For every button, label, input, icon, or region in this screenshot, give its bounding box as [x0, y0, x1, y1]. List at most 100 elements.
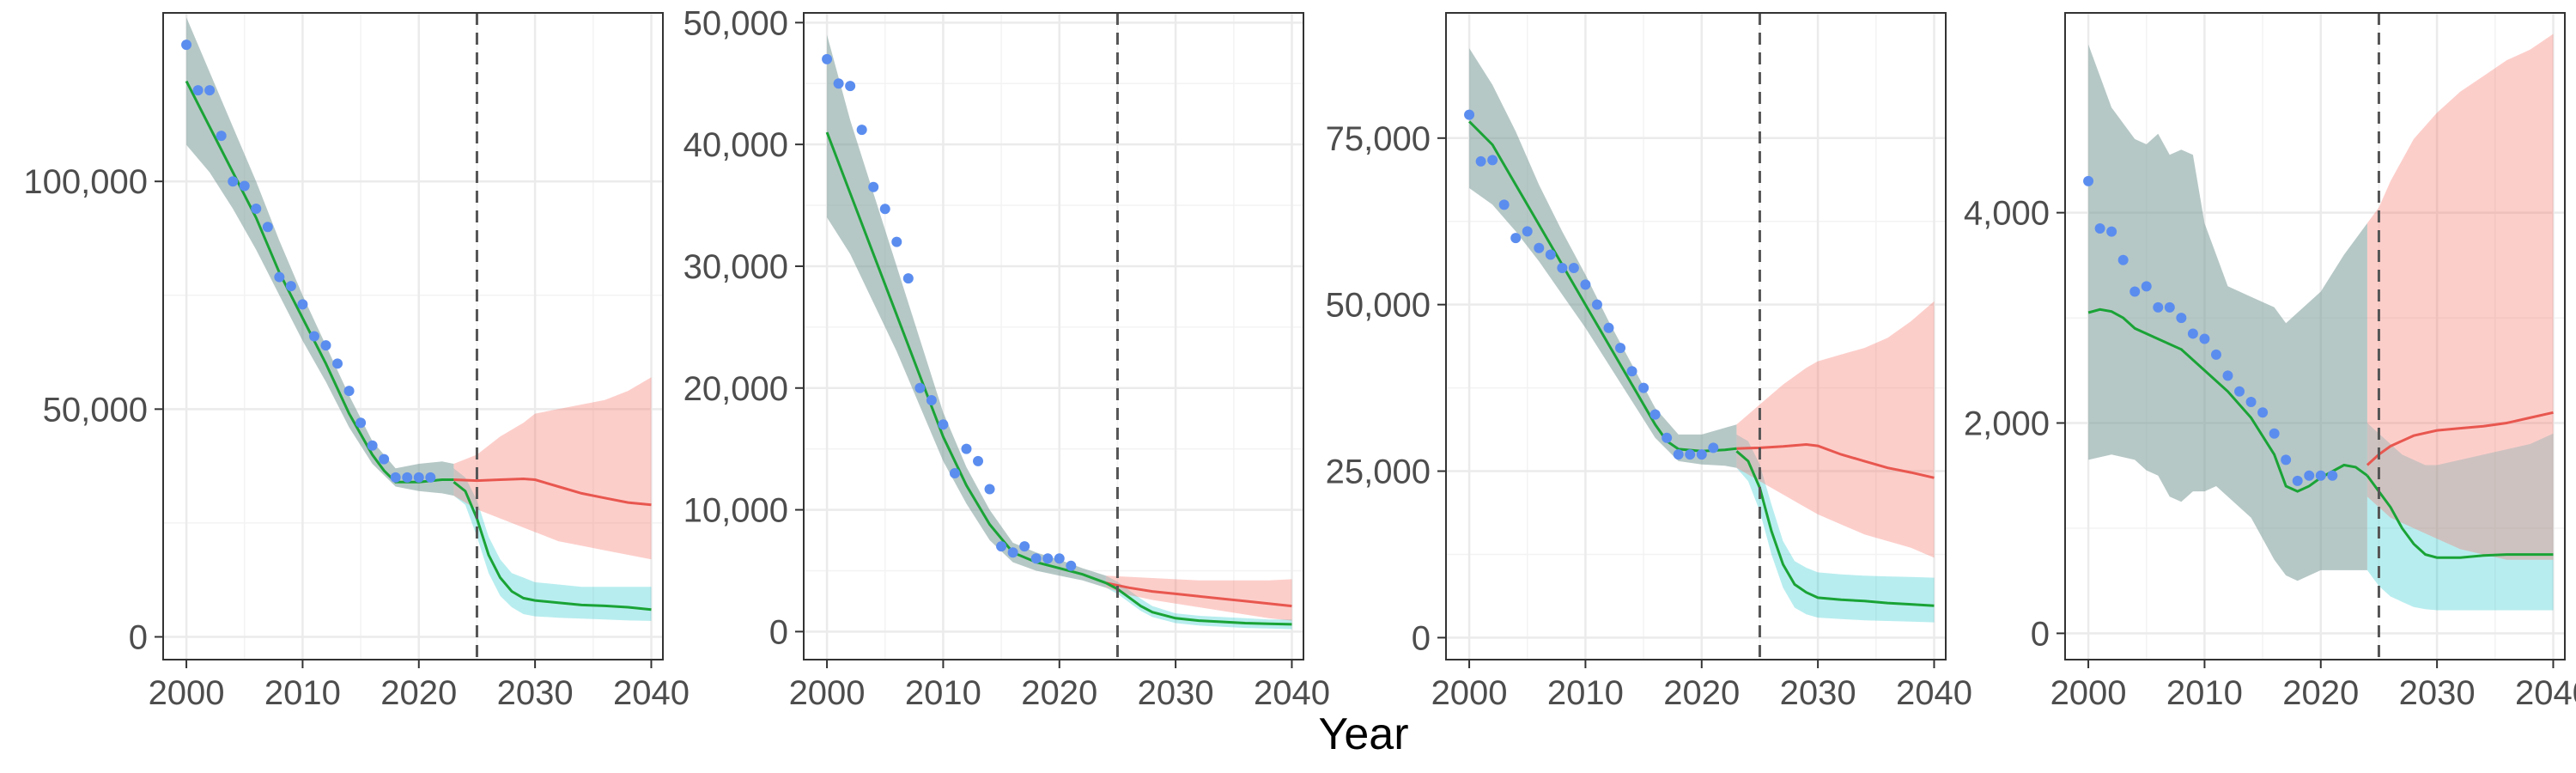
- panel-background: [1446, 13, 1946, 660]
- observed-point: [1649, 409, 1661, 420]
- x-tick-label: 2030: [497, 674, 574, 712]
- panel-4: 2000 2010 2020 2030 2040 0 2,000 4,000: [1964, 12, 2576, 712]
- scenario-low-line: [1105, 581, 1292, 626]
- observed-point: [2176, 313, 2187, 324]
- y-tick-label: 40,000: [683, 126, 788, 164]
- y-tick-label: 100,000: [23, 163, 148, 201]
- observed-point: [181, 40, 192, 51]
- x-tick-label: 2040: [2515, 674, 2576, 712]
- plot-area: [822, 34, 1292, 630]
- observed-point: [2106, 226, 2117, 237]
- observed-point: [2245, 397, 2257, 408]
- observed-point: [320, 340, 331, 351]
- fitted-line: [825, 131, 1107, 585]
- y-tick-label: 0: [1412, 619, 1431, 657]
- x-tick-label: 2000: [149, 674, 225, 712]
- observed-point: [274, 271, 285, 283]
- observed-point: [425, 472, 436, 483]
- x-tick-label: 2000: [789, 674, 866, 712]
- observed-point: [2269, 428, 2280, 439]
- y-tick-label: 0: [2031, 615, 2050, 653]
- observed-point: [390, 472, 401, 483]
- x-tick-label: 2030: [1780, 674, 1856, 712]
- x-tick-label: 2020: [1663, 674, 1740, 712]
- observed-point: [2141, 281, 2152, 292]
- historical-band: [2088, 44, 2367, 581]
- panel-1: 2000 2010 2020 2030 2040 0 50,000 100,000: [23, 12, 690, 712]
- observed-point: [2153, 301, 2164, 313]
- observed-point: [914, 382, 926, 393]
- observed-point: [938, 419, 949, 430]
- scenario-high-band: [1105, 575, 1292, 621]
- observed-point: [1475, 155, 1486, 167]
- observed-point: [822, 53, 833, 64]
- observed-point: [891, 236, 902, 247]
- observed-point: [413, 472, 424, 483]
- observed-point: [1685, 449, 1696, 460]
- scenario-low-band: [1105, 575, 1292, 630]
- panel-border: [2064, 12, 2566, 660]
- scenario-low-band: [2366, 423, 2554, 611]
- panel-3: 2000 2010 2020 2030 2040 0 25,000 50,000 75,000: [1326, 12, 1972, 712]
- observed-point: [343, 386, 355, 397]
- x-tick-label: 2010: [905, 674, 981, 712]
- x-tick-label: 2020: [1021, 674, 1097, 712]
- observed-point: [868, 181, 879, 192]
- observed-point: [2222, 370, 2233, 381]
- observed-point: [2234, 386, 2245, 397]
- observed-point: [1487, 155, 1498, 166]
- observed-point: [308, 331, 319, 342]
- observed-point: [2164, 301, 2175, 313]
- observed-point: [1626, 366, 1637, 377]
- x-tick-label: 2030: [2399, 674, 2476, 712]
- observed-point: [2304, 470, 2315, 481]
- observed-point: [1591, 299, 1602, 310]
- observed-point: [297, 299, 308, 310]
- y-tick-label: 2,000: [1964, 405, 2050, 443]
- observed-point: [902, 273, 914, 284]
- observed-point: [1545, 249, 1556, 260]
- observed-point: [2199, 333, 2210, 344]
- observed-point: [961, 443, 972, 454]
- observed-point: [2257, 407, 2269, 418]
- observed-point: [984, 484, 995, 495]
- observed-point: [2327, 470, 2338, 481]
- observed-point: [285, 281, 296, 292]
- x-tick-label: 2010: [264, 674, 341, 712]
- panel-background: [804, 13, 1303, 660]
- observed-point: [2292, 475, 2303, 486]
- observed-point: [845, 81, 856, 92]
- observed-point: [355, 417, 367, 429]
- observed-point: [367, 440, 378, 451]
- observed-point: [1464, 109, 1475, 120]
- observed-point: [1498, 199, 1510, 210]
- observed-point: [2315, 470, 2326, 481]
- scenario-high-band: [1736, 301, 1935, 558]
- observed-point: [1580, 279, 1591, 290]
- fitted-line: [1468, 120, 1737, 453]
- observed-point: [379, 453, 390, 465]
- x-tick-label: 2020: [2282, 674, 2359, 712]
- observed-point: [251, 204, 262, 215]
- observed-point: [1662, 432, 1673, 443]
- x-axis-title: Year: [1318, 709, 1408, 759]
- y-tick-label: 25,000: [1326, 453, 1431, 491]
- observed-point: [1568, 263, 1579, 274]
- scenario-high-line: [1736, 442, 1935, 479]
- x-tick-label: 2000: [2050, 674, 2127, 712]
- y-tick-label: 4,000: [1964, 195, 2050, 233]
- observed-point: [1054, 553, 1065, 564]
- observed-point: [239, 180, 250, 192]
- observed-point: [856, 125, 867, 136]
- observed-point: [1603, 322, 1614, 333]
- plot-area: [2083, 33, 2554, 611]
- observed-point: [2187, 328, 2198, 339]
- y-tick-label: 50,000: [683, 4, 788, 42]
- scenario-high-band: [2366, 33, 2554, 560]
- scenario-low-band: [1736, 434, 1935, 623]
- panel-border: [1445, 12, 1947, 660]
- observed-point: [1638, 382, 1649, 393]
- panel-border: [803, 12, 1304, 660]
- y-tick-label: 50,000: [1326, 287, 1431, 325]
- observed-point: [1708, 442, 1719, 453]
